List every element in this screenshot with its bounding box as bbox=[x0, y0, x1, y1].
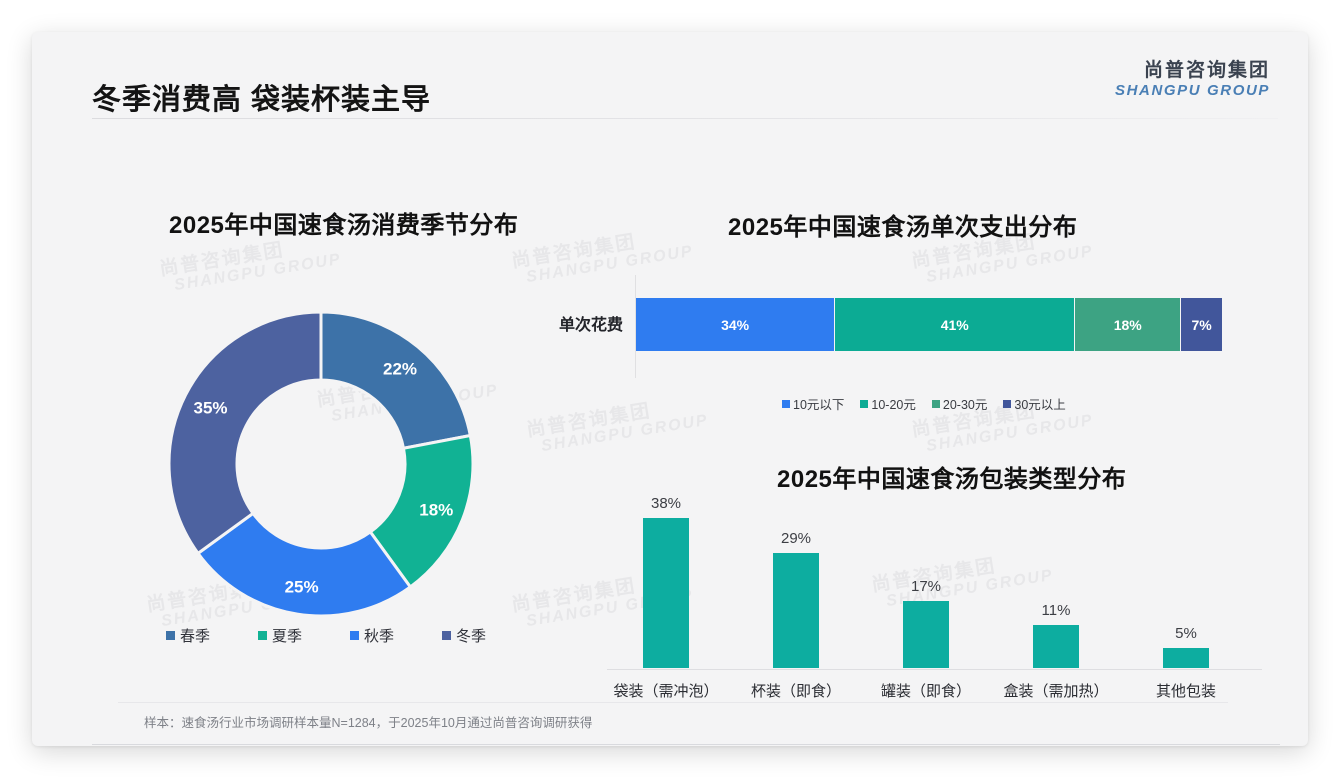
legend-swatch-icon bbox=[782, 399, 790, 408]
stacked-bar-legend: 10元以下 10-20元 20-30元 30元以上 bbox=[782, 394, 1066, 413]
donut-slice-label: 18% bbox=[419, 501, 453, 520]
watermark-en: SHANGPU GROUP bbox=[925, 242, 1095, 287]
bar-column: 38% bbox=[615, 495, 735, 668]
legend-item-30元以上[interactable]: 30元以上 bbox=[1003, 394, 1066, 413]
watermark-en: SHANGPU GROUP bbox=[540, 411, 710, 456]
donut-slice[interactable] bbox=[319, 310, 473, 451]
chart-title-spend: 2025年中国速食汤单次支出分布 bbox=[728, 214, 1078, 241]
legend-item-冬季[interactable]: 冬季 bbox=[441, 625, 486, 646]
header-divider bbox=[92, 118, 1278, 119]
slide-card: 尚普咨询集团 SHANGPU GROUP 尚普咨询集团 SHANGPU GROU… bbox=[32, 32, 1308, 746]
stacked-bar-segment-10元以下[interactable]: 34% bbox=[636, 298, 836, 351]
watermark: 尚普咨询集团 SHANGPU GROUP bbox=[510, 224, 695, 288]
bar-category-label: 盒装（需加热） bbox=[1003, 683, 1109, 700]
bar-rect[interactable] bbox=[773, 553, 819, 668]
bar-category-label: 其他包装 bbox=[1155, 683, 1216, 700]
donut-slice-label: 25% bbox=[285, 577, 319, 596]
watermark-en: SHANGPU GROUP bbox=[925, 411, 1095, 456]
chart-title-season: 2025年中国速食汤消费季节分布 bbox=[169, 212, 519, 239]
legend-label: 冬季 bbox=[455, 628, 486, 645]
watermark-cn: 尚普咨询集团 bbox=[510, 231, 638, 273]
stacked-bar-segment-label: 34% bbox=[721, 316, 750, 333]
footnote-divider bbox=[118, 702, 1228, 703]
legend-item-夏季[interactable]: 夏季 bbox=[257, 625, 302, 646]
brand-name-en: SHANGPU GROUP bbox=[1115, 81, 1270, 99]
bar-rect[interactable] bbox=[903, 601, 949, 668]
stacked-bar-segment-label: 41% bbox=[940, 316, 969, 333]
legend-swatch-icon bbox=[441, 631, 451, 640]
stacked-bar-axis-line bbox=[635, 275, 636, 378]
stacked-bar-segment-label: 7% bbox=[1191, 316, 1212, 333]
bar-column: 5% bbox=[1135, 500, 1255, 668]
legend-item-20-30元[interactable]: 20-30元 bbox=[931, 394, 988, 413]
page-title: 冬季消费高 袋装杯装主导 bbox=[92, 84, 432, 116]
legend-swatch-icon bbox=[349, 631, 359, 640]
legend-swatch-icon bbox=[860, 399, 869, 408]
bar-column: 29% bbox=[745, 500, 865, 668]
package-bar-chart: 38% 29% 17% 11% 5% bbox=[607, 495, 1267, 668]
package-bar-baseline bbox=[607, 669, 1262, 670]
bar-rect[interactable] bbox=[1163, 648, 1209, 668]
donut-svg: 22% 18% 25% 35% bbox=[167, 310, 475, 618]
bar-category-label: 罐装（即食） bbox=[880, 683, 971, 700]
legend-label: 20-30元 bbox=[942, 398, 988, 412]
watermark-en: SHANGPU GROUP bbox=[173, 250, 343, 295]
watermark: 尚普咨询集团 SHANGPU GROUP bbox=[158, 232, 343, 296]
bar-value-label: 17% bbox=[910, 578, 942, 595]
bar-rect[interactable] bbox=[643, 518, 689, 668]
legend-label: 夏季 bbox=[271, 628, 302, 645]
season-donut-legend: 春季 夏季 秋季 冬季 bbox=[166, 625, 486, 646]
stacked-bar-row-label: 单次花费 bbox=[558, 317, 623, 334]
legend-swatch-icon bbox=[1003, 399, 1012, 408]
stacked-bar-segment-20-30元[interactable]: 18% bbox=[1075, 298, 1182, 351]
bar-value-label: 38% bbox=[650, 495, 682, 512]
watermark-en: SHANGPU GROUP bbox=[525, 242, 695, 287]
legend-label: 10-20元 bbox=[871, 398, 916, 412]
legend-item-10-20元[interactable]: 10-20元 bbox=[860, 394, 916, 413]
bar-rect[interactable] bbox=[1033, 625, 1079, 668]
donut-slice[interactable] bbox=[167, 310, 323, 556]
legend-swatch-icon bbox=[931, 399, 940, 408]
watermark: 尚普咨询集团 SHANGPU GROUP bbox=[525, 393, 710, 457]
donut-slice-label: 35% bbox=[193, 399, 227, 418]
bar-value-label: 11% bbox=[1041, 602, 1071, 619]
legend-label: 10元以下 bbox=[793, 398, 845, 412]
stacked-bar: 34% 41% 18% 7% bbox=[636, 298, 1222, 351]
legend-label: 春季 bbox=[180, 628, 211, 645]
legend-item-秋季[interactable]: 秋季 bbox=[349, 625, 394, 646]
stacked-bar-segment-30元以上[interactable]: 7% bbox=[1181, 298, 1222, 351]
stacked-bar-segment-label: 18% bbox=[1113, 316, 1142, 333]
footer-divider bbox=[92, 744, 1280, 745]
bar-value-label: 29% bbox=[780, 530, 812, 547]
brand-name-cn: 尚普咨询集团 bbox=[1143, 60, 1270, 81]
legend-swatch-icon bbox=[257, 631, 267, 640]
watermark-cn: 尚普咨询集团 bbox=[525, 400, 653, 442]
stacked-bar-segment-10-20元[interactable]: 41% bbox=[835, 298, 1076, 351]
bar-category-label: 袋装（需冲泡） bbox=[613, 683, 719, 700]
legend-item-10元以下[interactable]: 10元以下 bbox=[782, 394, 844, 413]
bar-value-label: 5% bbox=[1175, 625, 1197, 642]
legend-label: 30元以上 bbox=[1014, 398, 1066, 412]
donut-slice-label: 22% bbox=[383, 359, 417, 378]
bar-column: 17% bbox=[875, 500, 995, 668]
season-donut-chart: 22% 18% 25% 35% bbox=[166, 309, 476, 619]
chart-title-package: 2025年中国速食汤包装类型分布 bbox=[777, 466, 1127, 493]
legend-label: 秋季 bbox=[363, 628, 394, 645]
legend-swatch-icon bbox=[166, 631, 175, 640]
bar-category-label: 杯装（即食） bbox=[750, 683, 841, 700]
bar-column: 11% bbox=[1005, 500, 1125, 668]
slide-header: 冬季消费高 袋装杯装主导 尚普咨询集团 SHANGPU GROUP bbox=[32, 32, 1308, 118]
donut-slice[interactable] bbox=[195, 511, 413, 618]
legend-item-春季[interactable]: 春季 bbox=[166, 625, 210, 646]
footnote-text: 样本：速食汤行业市场调研样本量N=1284，于2025年10月通过尚普咨询调研获… bbox=[144, 716, 593, 730]
brand-logo: 尚普咨询集团 SHANGPU GROUP bbox=[1115, 60, 1270, 100]
